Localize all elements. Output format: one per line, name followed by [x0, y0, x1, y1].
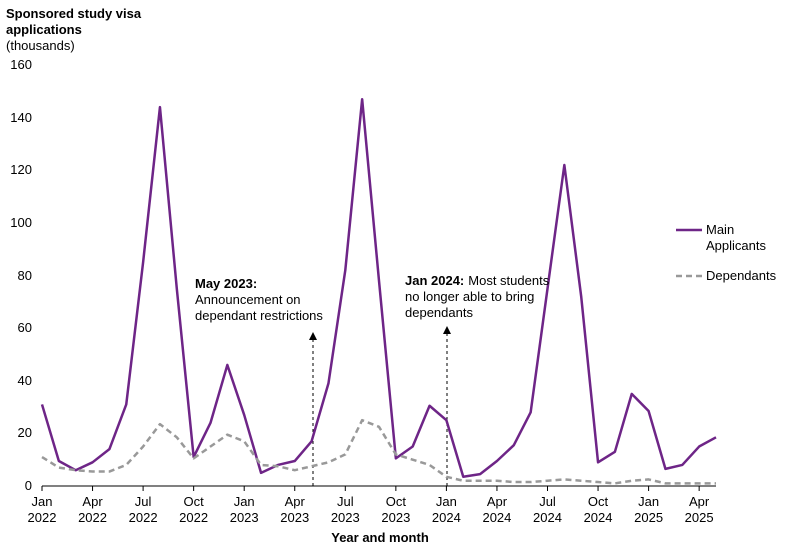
y-axis-label: Sponsored study visa applications [6, 6, 142, 37]
annotation-text: Most students no longer able to bring de… [405, 273, 550, 320]
x-tick-label: Jan 2022 [27, 494, 57, 525]
x-tick-label: Jul 2024 [533, 494, 562, 525]
y-tick-label: 0 [24, 478, 32, 493]
annotation-heading: May 2023: [195, 276, 258, 291]
x-tick-label: Oct 2023 [381, 494, 411, 525]
x-tick-label: Jul 2022 [128, 494, 158, 525]
x-tick-label: Apr 2022 [78, 494, 107, 525]
annotation-text: Announcement on dependant restrictions [195, 292, 323, 323]
y-tick-label: 60 [17, 320, 32, 336]
annotation-heading: Jan 2024: [405, 273, 465, 288]
legend-label: Dependants [706, 268, 777, 283]
series-line [41, 418, 716, 485]
x-tick-label: Oct 2022 [179, 494, 209, 525]
legend-label: Main Applicants [706, 222, 766, 253]
series-line [40, 97, 717, 479]
y-tick-label: 40 [17, 372, 32, 388]
x-tick-label: Jan 2025 [634, 494, 664, 525]
x-tick-label: Jul 2023 [330, 494, 360, 525]
x-tick-label: Apr 2024 [482, 494, 512, 525]
y-tick-label: 80 [17, 267, 32, 283]
x-tick-label: Jan 2024 [431, 494, 461, 525]
y-tick-label: 160 [10, 57, 32, 72]
x-tick-label: Apr 2023 [280, 494, 310, 525]
x-axis-label: Year and month [331, 530, 429, 545]
annotation: May 2023: Announcement on dependant rest… [195, 276, 345, 324]
x-tick-label: Jan 2023 [229, 494, 259, 525]
x-tick-label: Apr 2025 [684, 494, 714, 525]
x-tick-label: Oct 2024 [583, 494, 613, 525]
y-tick-label: 20 [17, 425, 32, 441]
y-tick-label: 100 [10, 214, 32, 230]
annotation: Jan 2024: Most students no longer able to… [405, 273, 555, 321]
y-tick-label: 140 [10, 109, 32, 125]
y-axis-unit: (thousands) [6, 38, 75, 53]
y-tick-label: 120 [10, 162, 32, 178]
